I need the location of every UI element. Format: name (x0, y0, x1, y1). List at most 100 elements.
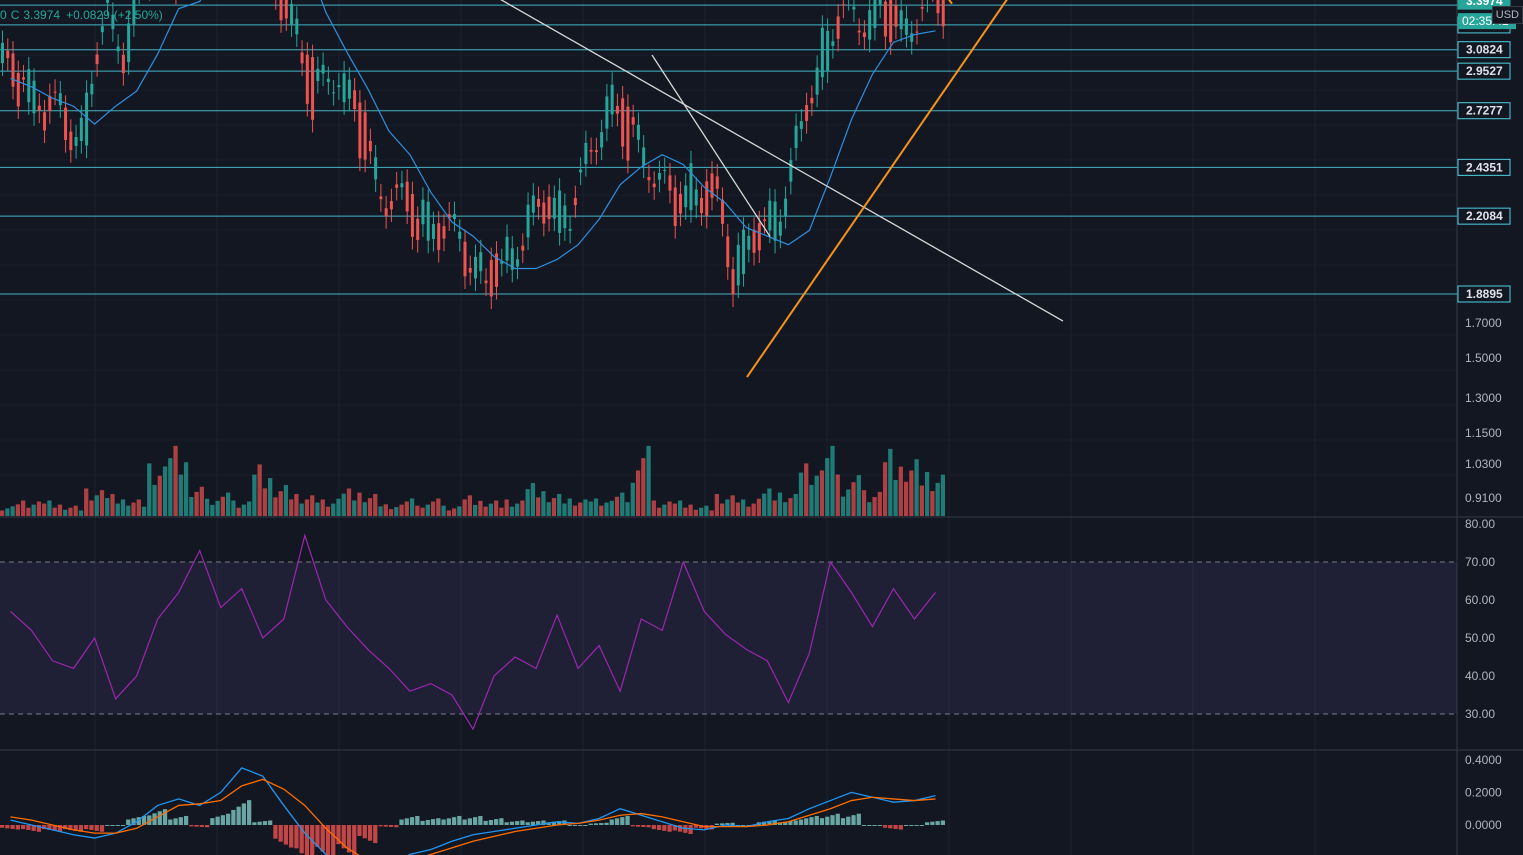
macd-histogram-bar (488, 820, 494, 825)
macd-histogram-bar (89, 825, 94, 830)
macd-histogram-bar (630, 825, 635, 827)
macd-histogram-bar (63, 825, 68, 830)
volume-bar (893, 480, 898, 516)
macd-histogram-bar (494, 819, 499, 825)
candle (941, 0, 945, 27)
candle (510, 248, 514, 270)
macd-histogram-bar (825, 816, 830, 825)
volume-bar (924, 471, 930, 516)
volume-bar (677, 500, 683, 516)
volume-bar (557, 493, 562, 516)
candle (647, 176, 651, 181)
candle (337, 85, 341, 88)
macd-histogram-bar (262, 821, 268, 825)
macd-histogram-bar (5, 825, 10, 829)
macd-histogram-bar (898, 825, 903, 830)
candle (116, 46, 120, 52)
candle (636, 124, 640, 140)
macd-histogram-bar (21, 825, 26, 830)
candle (106, 0, 110, 3)
price-label-box (1457, 158, 1511, 176)
candle (868, 10, 872, 40)
volume-bar (473, 504, 478, 516)
volume-bar (425, 504, 430, 516)
macd-histogram-bar (930, 821, 935, 825)
currency-badge[interactable]: USD (1491, 6, 1523, 24)
macd-histogram-bar (515, 821, 520, 825)
volume-bar (304, 499, 310, 516)
candle (768, 200, 772, 231)
macd-histogram-bar (688, 825, 693, 835)
candle (6, 50, 10, 59)
candle (353, 90, 357, 110)
volume-bar (394, 507, 399, 516)
candle (699, 198, 703, 214)
candle (862, 32, 866, 38)
candle (468, 267, 472, 273)
price-axis-tick: 1.3000 (1465, 391, 1502, 405)
macd-histogram-bar (877, 825, 882, 826)
volume-bar (357, 492, 362, 516)
volume-bar (225, 492, 231, 516)
candle (579, 169, 583, 173)
macd-histogram-bar (283, 825, 289, 845)
volume-bar (367, 498, 373, 516)
macd-histogram-bar (504, 822, 509, 825)
price-level-label: 2.4351 (1466, 160, 1503, 174)
volume-bar (204, 498, 210, 516)
candle (715, 176, 719, 189)
volume-bar (415, 505, 420, 516)
volume-bar (220, 496, 225, 516)
macd-histogram-bar (893, 825, 898, 829)
candle (43, 112, 47, 131)
macd-histogram-bar (882, 825, 888, 828)
candle (53, 91, 57, 93)
volume-bar (5, 508, 10, 516)
volume-bar (441, 505, 446, 516)
volume-bar (15, 504, 21, 516)
macd-histogram-bar (331, 825, 336, 855)
candle (642, 147, 646, 166)
macd-histogram-bar (173, 818, 178, 825)
volume-bar (714, 493, 720, 516)
candle (64, 107, 68, 140)
change-percent: (+2.50%) (113, 8, 163, 22)
candle (531, 195, 535, 213)
volume-bar (325, 506, 331, 516)
candle (878, 0, 882, 6)
candle (584, 142, 588, 164)
volume-bar (63, 509, 68, 516)
macd-histogram-bar (210, 818, 215, 825)
volume-bar (730, 495, 735, 516)
candle (826, 30, 830, 71)
candle (489, 259, 493, 297)
macd-histogram-bar (604, 822, 609, 825)
macd-histogram-bar (299, 825, 304, 854)
volume-bar (698, 507, 704, 516)
volume-bar (21, 500, 26, 516)
macd-histogram-bar (357, 825, 362, 836)
macd-histogram-bar (68, 825, 73, 830)
candle (831, 41, 835, 46)
volume-bar (578, 502, 583, 516)
candle (379, 196, 383, 200)
volume-bar (898, 466, 903, 516)
macd-histogram-bar (0, 825, 5, 828)
candle (516, 259, 520, 267)
macd-histogram-bar (572, 825, 578, 826)
macd-histogram-bar (451, 817, 457, 825)
candle (794, 125, 798, 148)
candle (721, 199, 725, 224)
macd-histogram-bar (10, 825, 15, 829)
macd-histogram-bar (215, 816, 220, 825)
candle (342, 73, 346, 103)
candle (668, 175, 672, 191)
macd-histogram-bar (846, 816, 851, 825)
macd-histogram-bar (341, 825, 346, 849)
candle (589, 149, 593, 152)
candle (615, 105, 619, 114)
macd-histogram-bar (861, 825, 867, 826)
volume-bar (451, 508, 457, 516)
macd-histogram-bar (78, 825, 84, 832)
